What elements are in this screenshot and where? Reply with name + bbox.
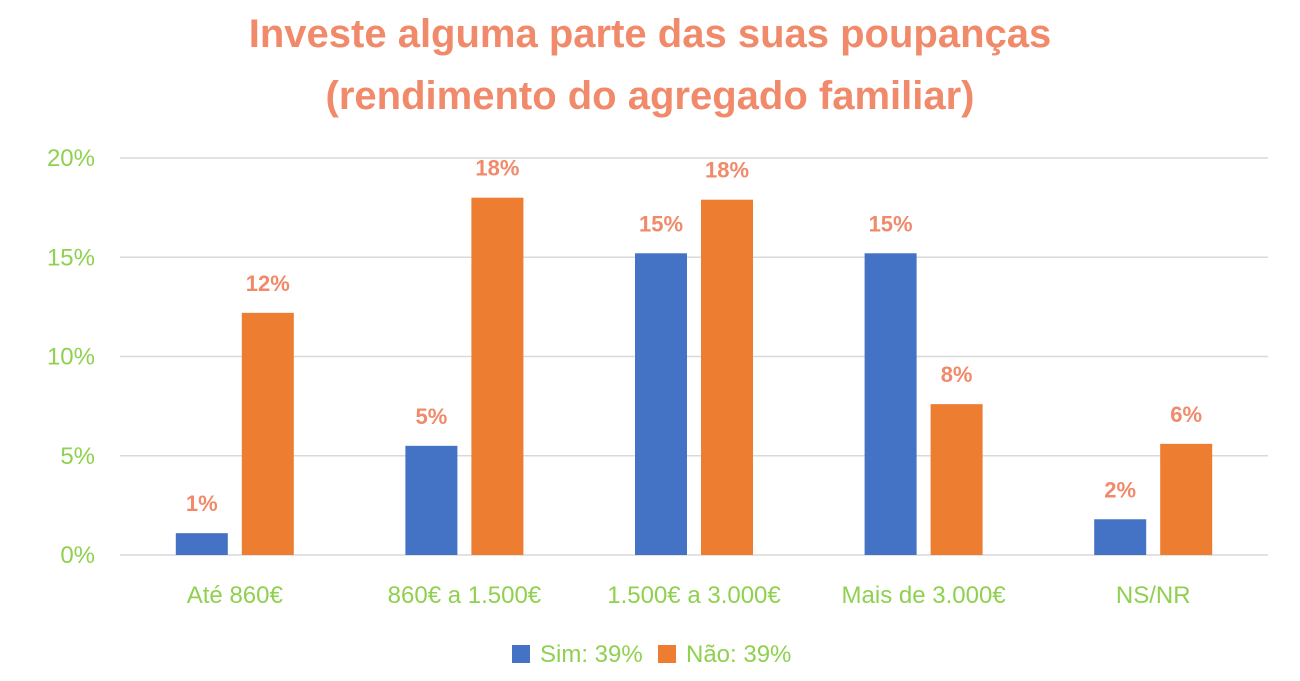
y-tick-label: 20% [47, 145, 95, 172]
bar [864, 253, 917, 555]
bar [405, 445, 458, 555]
data-label: 5% [416, 404, 448, 429]
data-label: 2% [1104, 477, 1136, 502]
bar [635, 253, 687, 555]
legend-swatch [512, 645, 530, 663]
data-label: 15% [869, 211, 913, 236]
data-label: 1% [186, 491, 218, 516]
bar [175, 533, 228, 555]
x-tick-label: 1.500€ a 3.000€ [607, 582, 781, 609]
chart-title-line-1: Investe alguma parte das suas poupanças [248, 12, 1052, 56]
y-tick-label: 10% [47, 344, 95, 371]
x-tick-label: Até 860€ [187, 582, 284, 609]
y-tick-label: 0% [60, 542, 95, 569]
x-tick-label: NS/NR [1116, 582, 1191, 609]
legend-swatch [658, 645, 676, 663]
bar [701, 199, 753, 555]
legend-label: Não: 39% [686, 641, 791, 668]
y-tick-label: 15% [47, 244, 95, 271]
x-tick-label: Mais de 3.000€ [842, 582, 1007, 609]
chart-title-line-2: (rendimento do agregado familiar) [325, 74, 975, 118]
bar [471, 197, 524, 555]
bar [1160, 443, 1213, 555]
data-label: 8% [941, 362, 973, 387]
data-label: 15% [639, 211, 683, 236]
y-tick-label: 5% [60, 443, 95, 470]
data-label: 6% [1170, 402, 1202, 427]
x-tick-label: 860€ a 1.500€ [388, 582, 542, 609]
data-label: 12% [246, 271, 290, 296]
data-label: 18% [705, 158, 749, 183]
data-label: 18% [475, 156, 519, 181]
bar [930, 404, 983, 555]
bar [1094, 519, 1147, 555]
bar [241, 312, 294, 555]
legend-label: Sim: 39% [540, 641, 643, 668]
